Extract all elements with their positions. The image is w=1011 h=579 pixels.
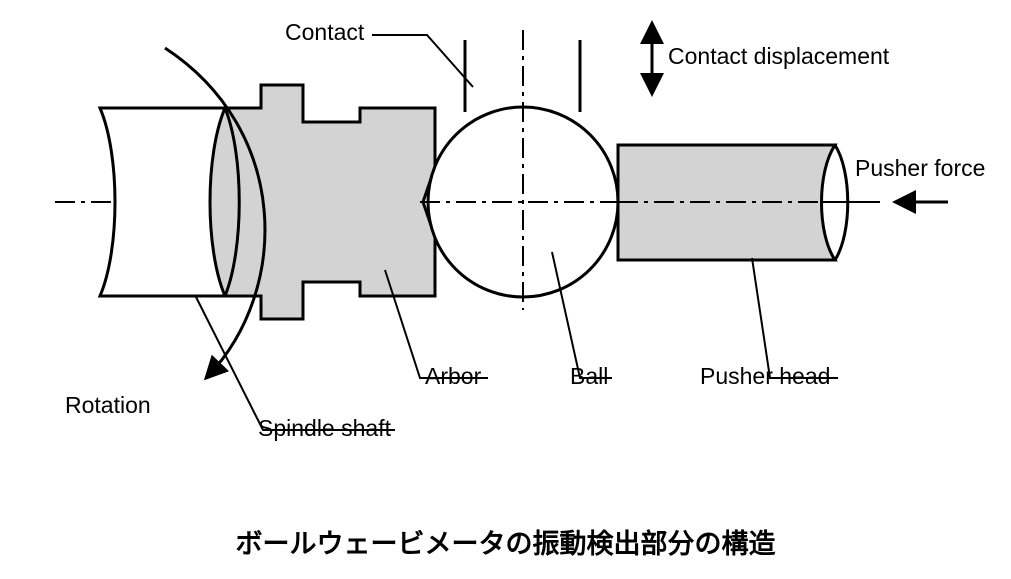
label-arbor: Arbor xyxy=(425,363,482,389)
leader-contact xyxy=(372,35,473,87)
label-rotation: Rotation xyxy=(65,392,151,418)
label-ball: Ball xyxy=(570,363,608,389)
label-contact-disp: Contact displacement xyxy=(668,43,890,69)
leader-pusher-head xyxy=(752,258,838,378)
label-pusher-force: Pusher force xyxy=(855,155,985,181)
diagram-svg: Contact Contact displacement Pusher forc… xyxy=(0,0,1011,520)
spindle-shaft xyxy=(100,108,225,296)
label-contact: Contact xyxy=(285,19,365,45)
caption: ボールウェービメータの振動検出部分の構造 xyxy=(0,522,1011,561)
label-spindle-shaft: Spindle shaft xyxy=(258,415,392,441)
label-pusher-head: Pusher head xyxy=(700,363,830,389)
